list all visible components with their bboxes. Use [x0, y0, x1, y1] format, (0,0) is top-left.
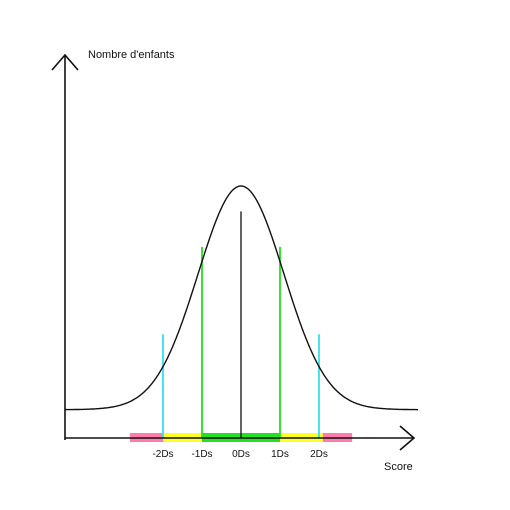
axes — [51, 53, 416, 451]
tick-labels: -2Ds -1Ds 0Ds 1Ds 2Ds — [152, 449, 327, 460]
bell-curve — [64, 185, 418, 411]
x-axis-label: Score — [384, 461, 413, 473]
tick-label: -1Ds — [191, 449, 212, 460]
tick-label: 0Ds — [232, 449, 250, 460]
tick-label: -2Ds — [152, 449, 173, 460]
tick-label: 1Ds — [271, 449, 289, 460]
tick-label: 2Ds — [310, 449, 328, 460]
y-axis-label: Nombre d'enfants — [88, 49, 175, 61]
sd-marker-lines — [162, 211, 320, 438]
x-axis-arrow-icon — [399, 425, 416, 451]
y-axis-arrow-icon — [51, 53, 79, 71]
